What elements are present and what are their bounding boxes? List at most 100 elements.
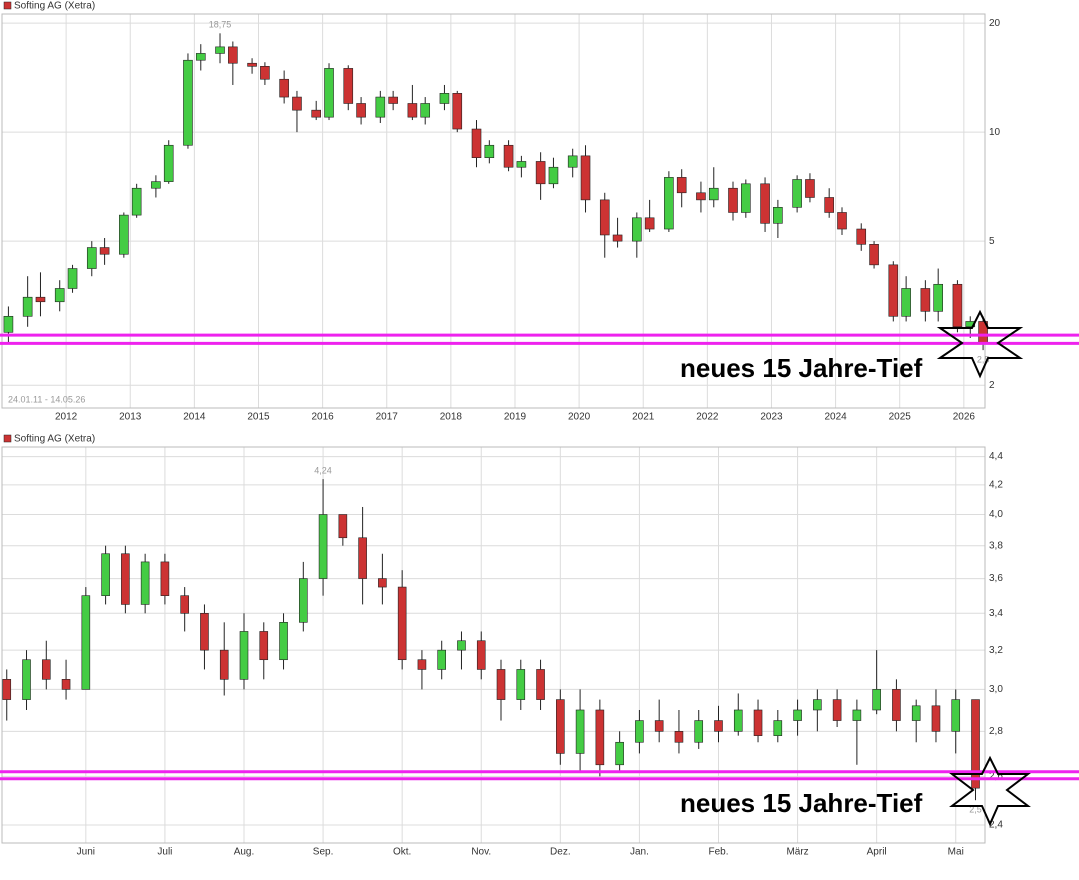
candle-body [674, 731, 684, 743]
candle-body [279, 78, 289, 98]
candle-body [67, 268, 78, 289]
candle-body [260, 66, 270, 80]
candle-body [375, 96, 386, 118]
x-tick-label: Sep. [313, 847, 334, 858]
candle-body [420, 103, 431, 118]
x-tick-label: April [867, 847, 887, 858]
legend-swatch [3, 434, 12, 443]
candle-body [548, 166, 559, 185]
x-tick-label: 2015 [247, 412, 270, 423]
candle-body [259, 631, 269, 661]
candle-body [378, 578, 387, 588]
candle-body [279, 622, 288, 661]
candle-body [696, 192, 706, 201]
candle-body [200, 613, 209, 651]
x-tick-label: Feb. [708, 847, 728, 858]
y-tick-label: 3,0 [989, 684, 1003, 695]
x-tick-label: März [786, 847, 808, 858]
candle-body [676, 177, 687, 194]
candle-body [219, 649, 229, 680]
low-label: 2,5 [977, 354, 990, 364]
candle-body [615, 741, 624, 766]
candle-body [163, 144, 174, 182]
x-tick-label: 2021 [632, 412, 655, 423]
candle-body [61, 679, 71, 690]
candle-body [911, 705, 921, 721]
candle-body [388, 96, 398, 104]
x-tick-label: 2012 [55, 412, 78, 423]
candle-body [247, 62, 257, 67]
candle-body [356, 103, 366, 118]
legend-label: Softing AG (Xetra) [14, 1, 95, 12]
high-label: 18,75 [209, 20, 232, 30]
x-tick-label: Juli [157, 847, 172, 858]
y-tick-label: 2 [989, 380, 995, 391]
candle-body [580, 155, 591, 201]
plots: 2 5 10 20 2012 2013 2014 2015 2016 2017 2018 2019 20… [0, 1, 1079, 858]
candle-body [635, 720, 644, 743]
candle-body [792, 179, 802, 208]
legend-swatch [3, 1, 12, 10]
candle-body [741, 183, 751, 213]
candle-body [952, 283, 963, 328]
x-tick-label: Nov. [471, 847, 491, 858]
y-tick-label: 10 [989, 127, 1001, 138]
x-tick-label: Jan. [630, 847, 649, 858]
x-tick-label: 2017 [376, 412, 399, 423]
x-tick-label: 2023 [760, 412, 783, 423]
candle-body [888, 264, 899, 317]
candle-body [892, 689, 901, 721]
y-tick-label: 20 [989, 18, 1001, 29]
candle-body [599, 199, 610, 236]
y-tick-label: 4,0 [989, 509, 1003, 520]
x-tick-label: Aug. [234, 847, 255, 858]
candle-body [933, 283, 943, 312]
candle-body [121, 553, 130, 605]
candle-body [457, 640, 466, 651]
candle-body [920, 288, 931, 312]
legend-label: Softing AG (Xetra) [14, 434, 95, 445]
plot-frame [1, 13, 986, 409]
candle-body [54, 288, 65, 303]
star [936, 309, 1024, 379]
candle-body [728, 187, 738, 213]
candle-body [872, 689, 881, 711]
candle-body [612, 234, 623, 242]
candle-body [931, 705, 941, 732]
candle-body [516, 161, 527, 168]
candle-body [299, 578, 308, 623]
candle-body [567, 155, 578, 168]
candle-body [484, 144, 495, 158]
x-tick-label: 2018 [440, 412, 463, 423]
y-tick-label: 3,4 [989, 608, 1003, 619]
candle-body [101, 553, 110, 596]
candle-body [813, 699, 822, 711]
x-tick-label: 2014 [183, 412, 206, 423]
candle-body [832, 699, 842, 721]
x-tick-label: 2013 [119, 412, 142, 423]
x-tick-label: 2016 [311, 412, 334, 423]
candle-body [338, 514, 348, 539]
x-tick-label: 2026 [953, 412, 976, 423]
candle-body [951, 699, 961, 732]
y-tick-label: 2,6 [989, 771, 1003, 782]
candle-body [99, 247, 110, 255]
candle-body [311, 109, 322, 118]
candle-body [773, 720, 783, 736]
candle-body [595, 709, 605, 766]
candle-body [407, 103, 418, 118]
y-tick-label: 4,2 [989, 480, 1003, 491]
high-label: 4,24 [314, 465, 332, 475]
x-tick-label: 2025 [889, 412, 912, 423]
candle-body [239, 631, 249, 680]
x-tick-label: Dez. [550, 847, 571, 858]
candle-body [183, 59, 193, 146]
x-tick-label: Okt. [393, 847, 411, 858]
plot-frame [1, 446, 986, 844]
date-range: 24.01.11 - 14.05.26 [8, 394, 85, 404]
candle-body [417, 659, 427, 670]
candle-body [471, 128, 482, 158]
candle-body [180, 595, 189, 614]
candle-body [292, 96, 302, 111]
candle-body [324, 68, 334, 118]
